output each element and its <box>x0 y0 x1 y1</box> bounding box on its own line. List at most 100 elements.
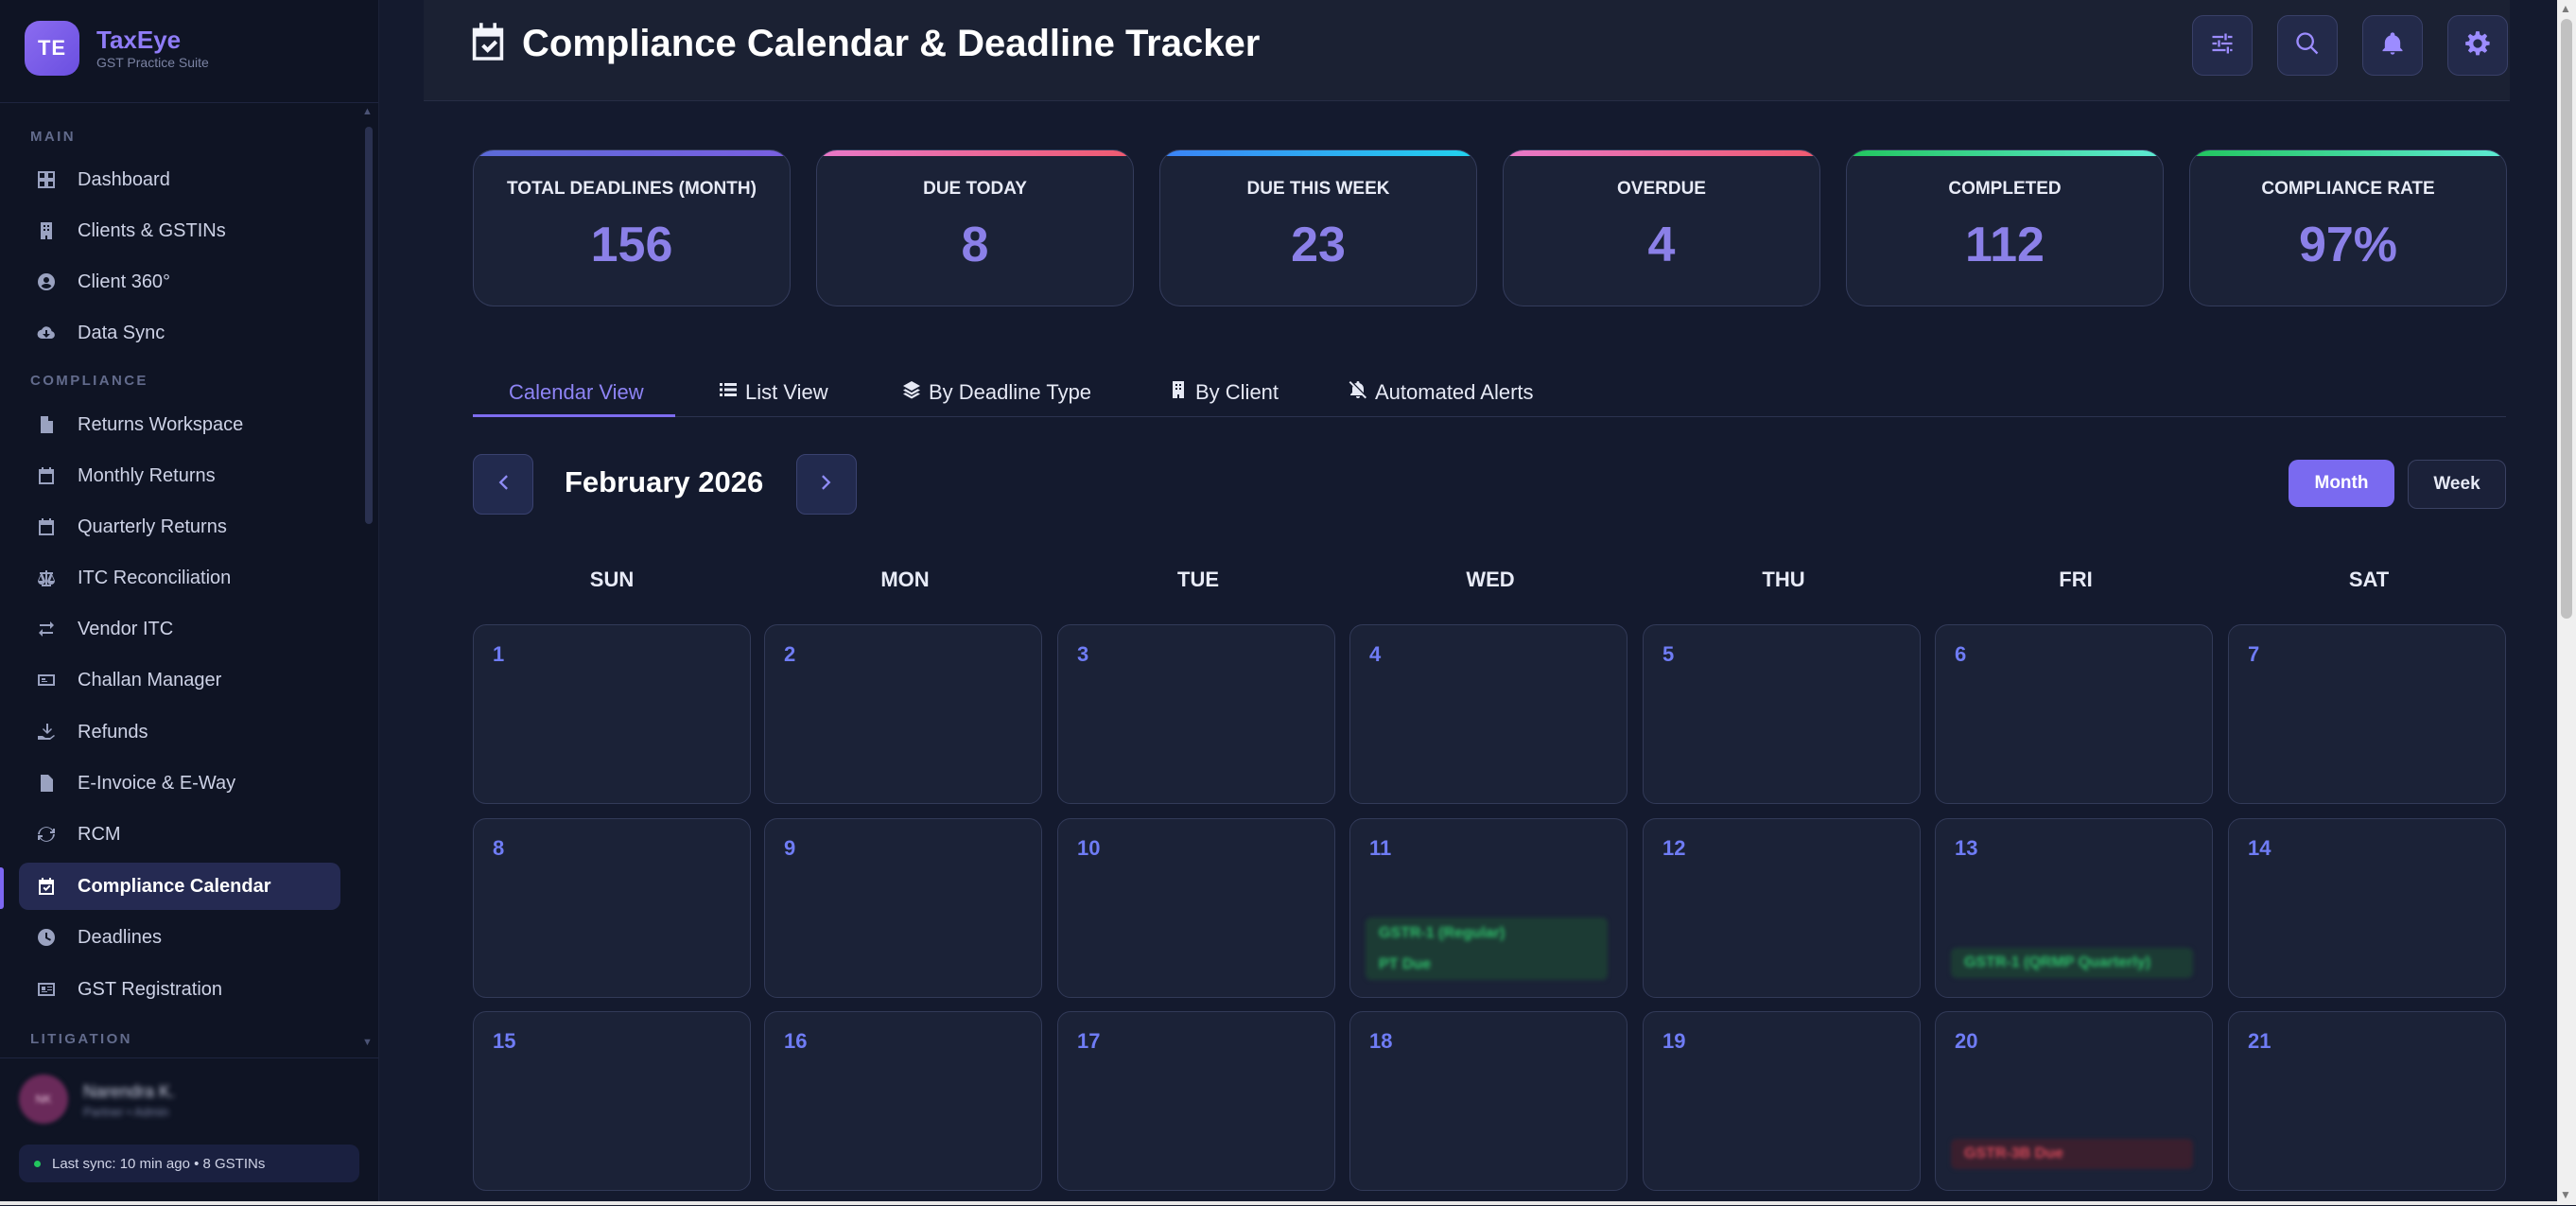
calendar-day-cell[interactable]: 5 <box>1643 624 1921 804</box>
kpi-value: 4 <box>1647 218 1676 272</box>
sidebar-item-vendor-itc[interactable]: Vendor ITC <box>19 605 340 653</box>
calendar-day-cell[interactable]: 17 <box>1057 1011 1335 1191</box>
sync-status-text: Last sync: 10 min ago • 8 GSTINs <box>52 1155 266 1172</box>
calendar-day-cell[interactable]: 3 <box>1057 624 1335 804</box>
sidebar-item-itc-reconciliation[interactable]: ITC Reconciliation <box>19 554 340 602</box>
calendar-day-cell[interactable]: 6 <box>1935 624 2213 804</box>
calendar-day-cell[interactable]: 7 <box>2228 624 2506 804</box>
calendar-day-cell[interactable]: 21 <box>2228 1011 2506 1191</box>
day-number: 8 <box>493 836 505 860</box>
sidebar-item-e-invoice[interactable]: E-Invoice & E-Way <box>19 760 340 807</box>
calendar-day-cell[interactable]: 14 <box>2228 818 2506 998</box>
event-chip[interactable]: GSTR-1 (QRMP Quarterly) <box>1951 948 2193 978</box>
calendar-check-icon <box>471 23 505 61</box>
month-view-button[interactable]: Month <box>2289 460 2394 507</box>
sidebar-item-rcm[interactable]: RCM <box>19 811 340 858</box>
week-view-button[interactable]: Week <box>2408 460 2506 509</box>
sidebar-item-refunds[interactable]: Refunds <box>19 708 340 756</box>
calendar-day-cell[interactable]: 13 GSTR-1 (QRMP Quarterly) <box>1935 818 2213 998</box>
weekday-header: THU <box>1762 568 1805 591</box>
sidebar-item-gst-registration[interactable]: GST Registration <box>19 966 340 1013</box>
sidebar-scroll-up-icon[interactable]: ▲ <box>362 106 373 117</box>
event-chip[interactable]: PT Due <box>1379 956 1432 972</box>
weekday-header: MON <box>880 568 930 591</box>
tab-automated-alerts[interactable]: Automated Alerts <box>1349 369 1534 416</box>
event-chip[interactable]: GSTR-1 (Regular) <box>1379 925 1506 941</box>
kpi-label: COMPLIANCE RATE <box>2261 179 2435 199</box>
day-number: 5 <box>1662 642 1675 666</box>
sidebar-item-dashboard[interactable]: Dashboard <box>19 156 340 203</box>
bell-slash-icon <box>1349 380 1375 405</box>
calendar-day-cell[interactable]: 10 <box>1057 818 1335 998</box>
calendar-day-cell[interactable]: 1 <box>473 624 751 804</box>
calendar-day-cell[interactable]: 8 <box>473 818 751 998</box>
calendar-day-cell[interactable]: 20 GSTR-3B Due <box>1935 1011 2213 1191</box>
money-icon <box>36 670 57 690</box>
kpi-accent-bar <box>1847 150 2163 156</box>
filter-button[interactable] <box>2192 15 2253 76</box>
day-number: 6 <box>1955 642 1967 666</box>
calendar-day-cell[interactable]: 2 <box>764 624 1042 804</box>
sidebar-item-label: Refunds <box>78 721 148 743</box>
sidebar-item-label: E-Invoice & E-Way <box>78 772 236 794</box>
sidebar-item-data-sync[interactable]: Data Sync <box>19 309 340 357</box>
calendar-day-cell[interactable]: 15 <box>473 1011 751 1191</box>
sidebar-scrollbar[interactable] <box>365 127 373 524</box>
settings-button[interactable] <box>2447 15 2508 76</box>
tab-list-view[interactable]: List View <box>719 369 828 416</box>
calendar-day-cell[interactable]: 19 <box>1643 1011 1921 1191</box>
scroll-up-icon[interactable]: ▲ <box>2560 2 2571 15</box>
previous-month-button[interactable] <box>473 454 533 515</box>
search-button[interactable] <box>2277 15 2338 76</box>
tab-by-client[interactable]: By Client <box>1169 369 1279 416</box>
event-chip[interactable]: GSTR-3B Due <box>1951 1139 2193 1169</box>
kpi-label: OVERDUE <box>1617 179 1706 199</box>
kpi-card-due-today: DUE TODAY 8 <box>816 149 1134 306</box>
sidebar-item-returns-workspace[interactable]: Returns Workspace <box>19 401 340 448</box>
sidebar-item-monthly-returns[interactable]: Monthly Returns <box>19 452 340 499</box>
scroll-down-icon[interactable]: ▼ <box>2560 1188 2571 1201</box>
calendar-day-cell[interactable]: 12 <box>1643 818 1921 998</box>
sliders-icon <box>2209 30 2236 61</box>
sidebar-item-compliance-calendar[interactable]: Compliance Calendar <box>19 863 340 910</box>
tab-calendar-view[interactable]: Calendar View <box>509 369 644 416</box>
calendar-day-cell[interactable]: 11 GSTR-1 (Regular) PT Due <box>1349 818 1627 998</box>
kpi-card-compliance-rate: COMPLIANCE RATE 97% <box>2189 149 2507 306</box>
calendar-day-cell[interactable]: 18 <box>1349 1011 1627 1191</box>
id-card-icon <box>36 979 57 1000</box>
kpi-value: 23 <box>1291 218 1346 272</box>
weekday-header: TUE <box>1177 568 1219 591</box>
horizontal-scrollbar[interactable] <box>0 1201 2557 1205</box>
sidebar-scroll-down-icon[interactable]: ▼ <box>362 1037 373 1048</box>
tab-by-deadline-type[interactable]: By Deadline Type <box>902 369 1091 416</box>
sidebar-item-label: Quarterly Returns <box>78 516 227 537</box>
chevron-right-icon <box>816 472 837 498</box>
sidebar-item-challan-manager[interactable]: Challan Manager <box>19 656 340 704</box>
page-scrollbar-thumb[interactable] <box>2561 19 2572 619</box>
sidebar-item-label: Vendor ITC <box>78 618 174 639</box>
sidebar-item-quarterly-returns[interactable]: Quarterly Returns <box>19 503 340 551</box>
cloud-download-icon <box>36 323 57 343</box>
avatar[interactable]: NK <box>19 1075 68 1124</box>
section-label-litigation: LITIGATION <box>30 1031 132 1047</box>
day-number: 2 <box>784 642 796 666</box>
user-circle-icon <box>36 271 57 292</box>
bell-icon <box>2379 30 2406 61</box>
gear-icon <box>2464 30 2491 61</box>
sidebar-item-label: GST Registration <box>78 978 223 1000</box>
day-number: 13 <box>1955 836 1978 860</box>
kpi-label: DUE TODAY <box>923 179 1027 199</box>
calendar-day-cell[interactable]: 16 <box>764 1011 1042 1191</box>
next-month-button[interactable] <box>796 454 857 515</box>
calendar-day-cell[interactable]: 4 <box>1349 624 1627 804</box>
calendar-day-cell[interactable]: 9 <box>764 818 1042 998</box>
sidebar-item-clients[interactable]: Clients & GSTINs <box>19 207 340 254</box>
brand[interactable]: TE TaxEye GST Practice Suite <box>25 21 209 76</box>
notifications-button[interactable] <box>2362 15 2423 76</box>
kpi-card-completed: COMPLETED 112 <box>1846 149 2164 306</box>
sidebar-item-client-360[interactable]: Client 360° <box>19 258 340 306</box>
sidebar-item-deadlines[interactable]: Deadlines <box>19 914 340 961</box>
event-chip-group[interactable]: GSTR-1 (Regular) PT Due <box>1366 918 1608 980</box>
active-indicator <box>0 867 4 909</box>
tab-label: Calendar View <box>509 380 644 404</box>
